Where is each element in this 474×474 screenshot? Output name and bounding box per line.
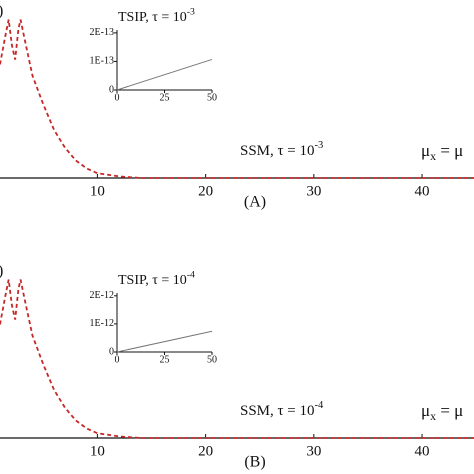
annotation-part: = μ: [436, 401, 463, 420]
annotation-part: μ: [421, 141, 430, 160]
x-tick-label: 20: [198, 183, 213, 199]
annotation-part: -4: [315, 400, 324, 411]
corner-label: ): [0, 263, 3, 280]
inset-title-part: TSIP, τ = 10: [118, 273, 187, 288]
inset-title: TSIP, τ = 10-4: [118, 270, 195, 289]
x-tick-label: 0: [115, 354, 120, 365]
annotation-part: = μ: [436, 141, 463, 160]
x-tick-label: 25: [160, 92, 170, 103]
panel-label: (B): [244, 454, 265, 471]
x-tick-label: 20: [198, 443, 213, 459]
inset-title-part: -3: [187, 7, 195, 18]
x-tick-label: 30: [306, 183, 321, 199]
x-tick-label: 30: [306, 443, 321, 459]
y-tick-label: 2E-13: [90, 27, 114, 38]
x-tick-label: 10: [90, 443, 105, 459]
inset-title-part: -4: [187, 270, 195, 281]
x-tick-label: 50: [207, 92, 217, 103]
annotation-part: x: [430, 409, 436, 423]
series-line: [0, 19, 474, 179]
panel-label: (A): [244, 194, 266, 211]
x-tick-label: 40: [415, 443, 430, 459]
series-line: [0, 279, 474, 439]
x-tick-label: 40: [415, 183, 430, 199]
annotation: μx = μ: [421, 401, 463, 423]
x-tick-label: 25: [160, 354, 170, 365]
x-tick-label: 10: [90, 183, 105, 199]
annotation: μx = μ: [421, 141, 463, 163]
series-line: [116, 330, 213, 353]
annotation-part: μ: [421, 401, 430, 420]
x-tick-label: 50: [207, 354, 217, 365]
x-tick-label: 0: [115, 92, 120, 103]
y-tick-label: 0: [109, 346, 114, 357]
inset-title-part: TSIP, τ = 10: [118, 10, 187, 25]
annotation-part: -3: [315, 140, 324, 151]
inset-title: TSIP, τ = 10-3: [118, 7, 195, 26]
annotation-part: x: [430, 149, 436, 163]
corner-label: ): [0, 3, 3, 20]
y-tick-label: 2E-12: [90, 290, 114, 301]
y-tick-label: 1E-13: [90, 56, 114, 67]
annotation-part: SSM, τ = 10: [240, 143, 315, 159]
y-tick-label: 1E-12: [90, 318, 114, 329]
y-tick-label: 0: [109, 84, 114, 95]
annotation-part: SSM, τ = 10: [240, 403, 315, 419]
annotation: SSM, τ = 10-3: [240, 140, 323, 159]
annotation: SSM, τ = 10-4: [240, 400, 324, 419]
series-line: [116, 58, 213, 91]
